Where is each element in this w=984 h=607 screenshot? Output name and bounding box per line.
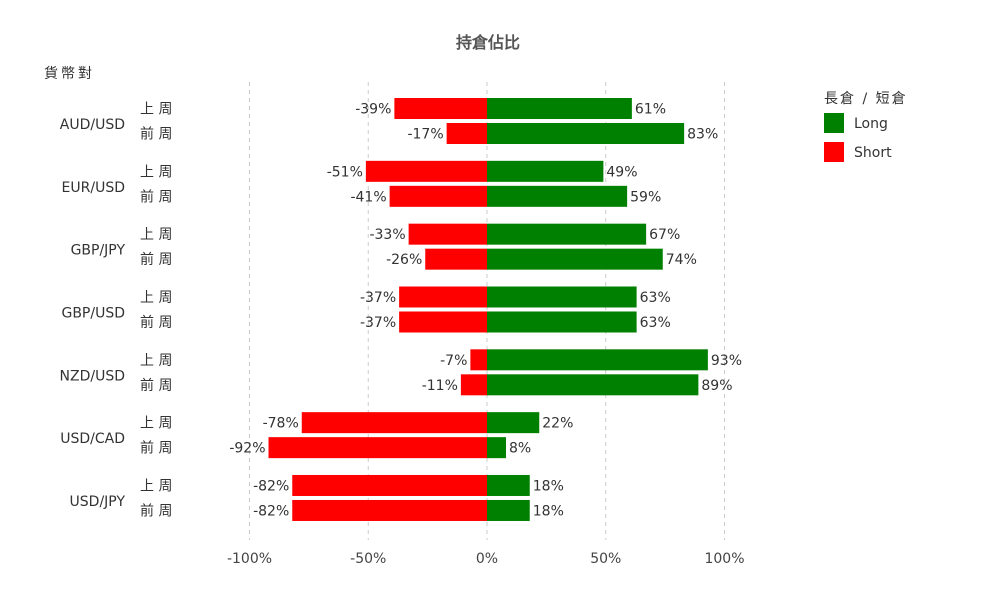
long-bar [487,499,530,521]
long-value-label: 89% [701,378,732,394]
long-bar [487,248,663,270]
long-bar [487,286,637,308]
short-value-label: -37% [360,315,396,331]
long-value-label: 74% [666,252,697,268]
period-label: 上 周 [140,164,172,180]
long-bar [487,474,530,496]
long-bar [487,185,628,207]
legend-label-short: Short [854,145,892,161]
short-bar [268,437,487,459]
bars-layer [268,98,708,521]
short-bar [408,223,487,245]
category-label: AUD/USD [60,117,125,133]
short-bar [446,123,487,144]
short-value-label: -82% [253,478,289,494]
short-bar [399,286,487,308]
long-value-label: 18% [533,503,564,519]
short-value-label: -41% [350,189,386,205]
period-label: 前 周 [140,126,172,143]
short-bar [292,499,487,521]
legend-label-long: Long [854,116,888,132]
short-value-label: -39% [355,102,391,118]
period-label: 上 周 [140,353,172,369]
y-axis-title: 貨幣對 [44,65,95,82]
short-value-label: -17% [407,127,443,143]
long-bar [487,311,637,333]
short-value-label: -82% [253,503,289,519]
long-value-label: 67% [649,227,680,243]
long-value-label: 83% [687,127,718,143]
short-value-label: -26% [386,252,422,268]
period-label: 前 周 [140,251,172,268]
long-bar [487,412,540,434]
period-label: 前 周 [140,188,172,205]
category-label: EUR/USD [62,180,125,196]
category-label: GBP/USD [61,305,125,321]
long-bar [487,374,699,396]
short-bar [292,474,487,496]
short-value-label: -92% [229,441,265,457]
legend-swatch-short [824,142,844,162]
short-bar [460,374,487,396]
short-bar [394,98,487,119]
short-value-label: -78% [263,416,299,432]
x-tick-label: 50% [590,551,621,567]
period-label: 上 周 [140,102,172,118]
x-tick-label: 100% [704,551,744,567]
short-bar [425,248,487,270]
long-value-label: 22% [542,416,573,432]
legend-title: 長倉 / 短倉 [824,91,908,107]
long-bar [487,98,632,119]
period-label: 前 周 [140,440,172,457]
long-bar [487,123,685,144]
long-value-label: 63% [640,290,671,306]
x-tick-label: 0% [476,551,498,567]
legend: 長倉 / 短倉 Long Short [824,91,908,162]
grid-lines [249,82,725,540]
period-label: 上 周 [140,290,172,306]
long-bar [487,223,647,245]
category-label: USD/JPY [70,494,126,510]
x-axis-ticks: -100% -50% 0% 50% 100% [227,551,745,567]
long-value-label: 59% [630,189,661,205]
short-value-label: -51% [327,164,363,180]
short-value-label: -33% [369,227,405,243]
long-bar [487,349,708,371]
long-value-label: 49% [606,164,637,180]
x-tick-label: -100% [227,551,272,567]
short-bar [470,349,487,371]
period-label: 上 周 [140,227,172,243]
period-label: 前 周 [140,377,172,394]
category-label: NZD/USD [60,368,125,384]
category-label: USD/CAD [60,431,125,447]
short-bar [389,185,487,207]
chart-title: 持倉佔比 [456,33,520,52]
period-label: 前 周 [140,314,172,331]
long-value-label: 18% [533,478,564,494]
long-bar [487,437,506,459]
period-label: 前 周 [140,502,172,519]
long-value-label: 93% [711,353,742,369]
period-label: 上 周 [140,416,172,432]
long-value-label: 8% [509,441,531,457]
short-bar [399,311,487,333]
labels-layer: AUD/USD 上 周 -39% 61% 前 周 -17% 83% EUR/USD 上 周 -51… [60,102,742,520]
legend-swatch-long [824,113,844,133]
period-label: 上 周 [140,478,172,494]
long-value-label: 61% [635,102,666,118]
short-bar [301,412,487,434]
short-bar [365,160,487,182]
long-value-label: 63% [640,315,671,331]
short-value-label: -37% [360,290,396,306]
x-tick-label: -50% [350,551,386,567]
short-value-label: -11% [422,378,458,394]
long-bar [487,160,604,182]
category-label: GBP/JPY [71,243,126,259]
short-value-label: -7% [440,353,467,369]
